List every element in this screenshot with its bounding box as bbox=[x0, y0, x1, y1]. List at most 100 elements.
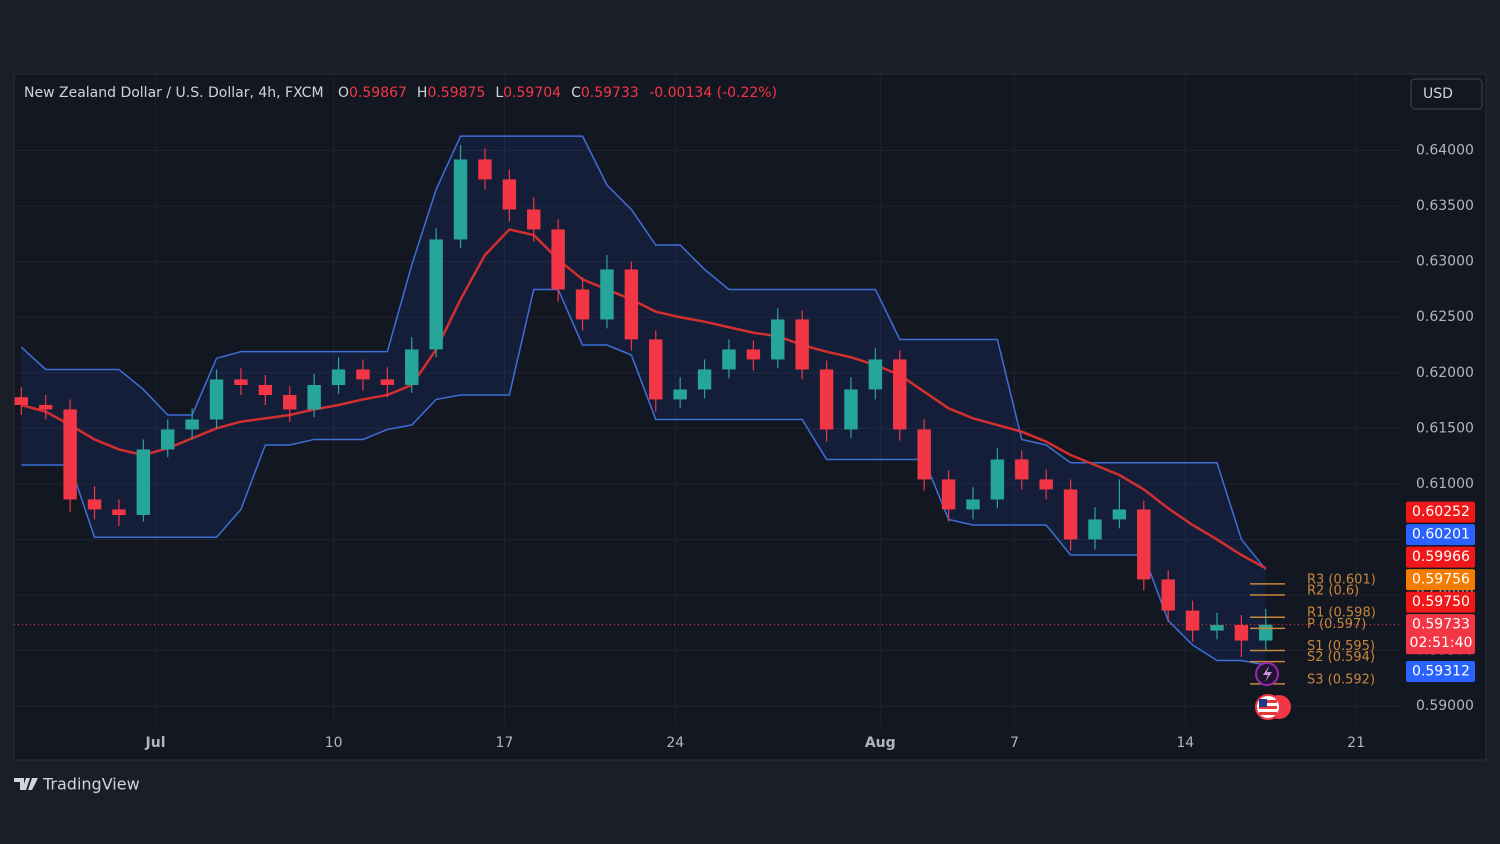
price-tag-label: 0.60252 bbox=[1412, 504, 1470, 520]
x-tick-label: 17 bbox=[496, 735, 514, 751]
flag-canton bbox=[1259, 699, 1267, 707]
y-tick-label: 0.62000 bbox=[1416, 365, 1474, 381]
price-tag-label: 0.59733 bbox=[1412, 617, 1470, 633]
candle-body bbox=[917, 429, 931, 480]
candle-body bbox=[1210, 625, 1224, 631]
candle-body bbox=[844, 389, 858, 430]
currency-label[interactable]: USD bbox=[1423, 86, 1453, 102]
candle-body bbox=[527, 209, 541, 230]
price-tag bbox=[1406, 660, 1475, 682]
candle-body bbox=[453, 159, 468, 240]
axes: 0.64000 0.63500 0.63000 0.62500 0.62000 0.615… bbox=[145, 143, 1475, 751]
x-tick-label: 10 bbox=[325, 735, 343, 751]
events-icon[interactable] bbox=[1255, 694, 1291, 720]
ohlc: O0.59867 H0.59875 L0.59704 C0.59733 bbox=[338, 85, 639, 101]
symbol: New Zealand Dollar / U.S. Dollar, 4h, FX… bbox=[24, 85, 324, 101]
price-tag-label: 0.59966 bbox=[1412, 549, 1470, 565]
y-tick-label: 0.63500 bbox=[1416, 198, 1474, 214]
legend-header: New Zealand Dollar / U.S. Dollar, 4h, FX… bbox=[24, 85, 777, 101]
candle-body bbox=[1259, 624, 1273, 641]
candle-body bbox=[990, 459, 1005, 500]
overlay-line bbox=[20, 228, 1267, 570]
pivot-label: S3 (0.592) bbox=[1307, 672, 1375, 687]
candle-body bbox=[966, 499, 980, 510]
candle-body bbox=[14, 397, 29, 405]
candle-body bbox=[161, 429, 175, 450]
candle-body bbox=[893, 359, 907, 430]
candle-body bbox=[39, 405, 53, 410]
overlay-line bbox=[21, 288, 1266, 666]
overlay-line bbox=[20, 135, 1267, 570]
brand-logo bbox=[14, 778, 38, 790]
price-tag-label: 0.59750 bbox=[1412, 594, 1470, 610]
candle-body bbox=[331, 369, 346, 385]
y-tick-label: 0.63000 bbox=[1416, 254, 1474, 270]
candle-body bbox=[722, 349, 736, 370]
brand-name[interactable]: TradingView bbox=[42, 775, 140, 794]
candle-body bbox=[478, 159, 492, 180]
y-tick-label: 0.62500 bbox=[1416, 309, 1474, 325]
candle-body bbox=[87, 499, 102, 510]
ohlc-value: 0.59867 bbox=[349, 85, 407, 101]
x-tick-label: Jul bbox=[145, 735, 166, 751]
candle-body bbox=[795, 319, 809, 370]
candle-body bbox=[673, 389, 687, 400]
candle-body bbox=[868, 359, 883, 390]
candle-body bbox=[429, 239, 443, 350]
candle-body bbox=[136, 449, 151, 515]
candle-body bbox=[649, 339, 663, 400]
price-tag bbox=[1406, 591, 1475, 613]
price-tag bbox=[1406, 546, 1475, 568]
brand[interactable]: TradingView bbox=[14, 775, 140, 794]
candle-body bbox=[1088, 519, 1102, 540]
price-tag-countdown: 02:51:40 bbox=[1410, 635, 1473, 651]
candle-body bbox=[624, 269, 639, 340]
candle-body bbox=[1234, 625, 1249, 641]
channel-fill bbox=[21, 136, 1266, 666]
candle-body bbox=[1137, 509, 1151, 580]
candle-body bbox=[771, 319, 785, 360]
candle-body bbox=[307, 385, 321, 410]
change: -0.00134 (-0.22%) bbox=[649, 85, 777, 101]
ohlc-value: 0.59733 bbox=[581, 85, 639, 101]
currency-button[interactable] bbox=[1410, 78, 1483, 110]
candle-body bbox=[819, 369, 834, 430]
candle-body bbox=[1039, 479, 1053, 490]
candle-body bbox=[380, 379, 395, 385]
y-tick-label: 0.61500 bbox=[1416, 420, 1474, 436]
price-tag bbox=[1406, 501, 1475, 523]
candle-body bbox=[1112, 509, 1127, 520]
candle-body bbox=[1185, 610, 1200, 631]
x-tick-label: 21 bbox=[1347, 735, 1365, 751]
bolt bbox=[1263, 666, 1272, 682]
pivot-label: S2 (0.594) bbox=[1307, 650, 1375, 665]
ohlc-key: O bbox=[338, 85, 349, 101]
candle-body bbox=[941, 479, 956, 510]
candle-body bbox=[234, 379, 248, 385]
chart-panel bbox=[13, 73, 1487, 761]
pivot-label: R1 (0.598) bbox=[1307, 606, 1376, 621]
candle-body bbox=[405, 349, 419, 385]
y-tick-label: 0.59000 bbox=[1416, 698, 1474, 714]
price-tag bbox=[1406, 524, 1475, 546]
pivot-label: R2 (0.6) bbox=[1307, 584, 1359, 599]
candle-body bbox=[63, 409, 77, 500]
x-tick-label: 24 bbox=[666, 735, 684, 751]
x-tick-label: Aug bbox=[865, 735, 896, 751]
candle-body bbox=[575, 289, 590, 320]
candle-body bbox=[185, 419, 199, 430]
y-tick-label: 0.61000 bbox=[1416, 476, 1474, 492]
plot: R3 (0.601)R2 (0.6) R1 (0.598)P (0.597) S1 … bbox=[14, 135, 1400, 687]
candle-body bbox=[1015, 459, 1029, 480]
candle-body bbox=[1161, 579, 1175, 611]
price-tag bbox=[1406, 569, 1475, 591]
ohlc-key: C bbox=[571, 85, 581, 101]
candle-body bbox=[746, 349, 761, 360]
alert-icon[interactable] bbox=[1255, 662, 1279, 686]
price-tag-label: 0.60201 bbox=[1412, 527, 1470, 543]
candle-body bbox=[209, 379, 224, 420]
candle-body bbox=[1063, 489, 1078, 540]
candle-body bbox=[112, 509, 126, 515]
ohlc-value: 0.59875 bbox=[427, 85, 485, 101]
